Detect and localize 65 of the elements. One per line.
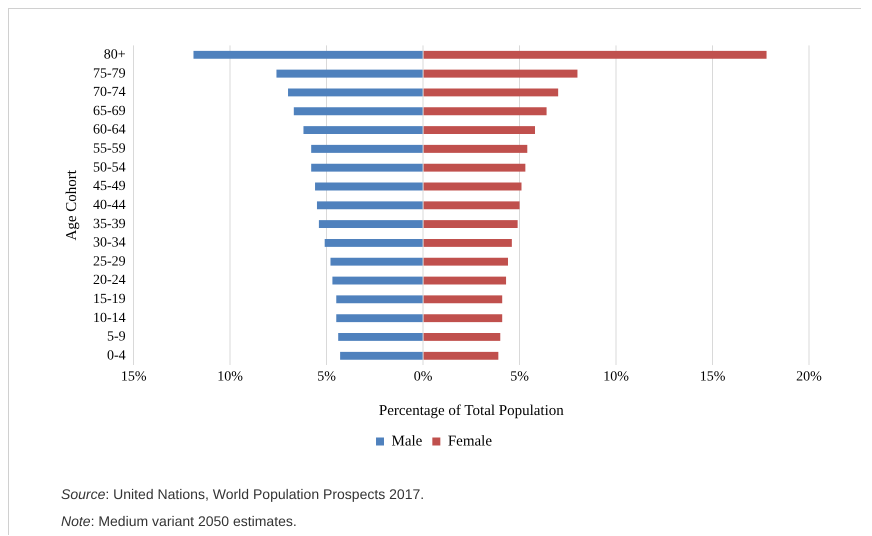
x-axis-title: Percentage of Total Population (378, 402, 564, 419)
bar (311, 164, 423, 172)
bar (193, 50, 423, 59)
bar (424, 144, 528, 153)
bar (424, 182, 522, 190)
bar (315, 182, 423, 190)
bar (424, 238, 512, 247)
y-tick-label: 75-79 (92, 66, 126, 82)
x-tick-label: 20% (796, 369, 822, 384)
x-tick-label: 10% (217, 369, 244, 384)
bar (424, 295, 502, 304)
bar (424, 164, 526, 172)
bar (424, 314, 502, 322)
bar (424, 201, 520, 210)
bar (424, 220, 518, 228)
x-tick-label: 0% (414, 369, 433, 384)
y-tick-label: 40-44 (92, 198, 126, 213)
x-tick-label: 15% (700, 369, 726, 384)
x-tick-label: 10% (603, 369, 630, 384)
y-tick-label: 10-14 (92, 310, 126, 326)
bar (332, 276, 423, 284)
bar (316, 201, 423, 210)
bar (340, 352, 423, 360)
y-tick-label: 35-39 (92, 216, 126, 232)
bar (318, 220, 423, 228)
text: Note: Medium variant 2050 estimates. (61, 513, 297, 529)
y-tick-label: 0-4 (106, 348, 126, 364)
bar (294, 107, 423, 116)
y-tick-label: 70-74 (92, 85, 126, 100)
y-tick-label: 50-54 (92, 160, 126, 176)
bar (424, 352, 498, 360)
bar (424, 333, 500, 341)
y-tick-label: 65-69 (92, 104, 126, 119)
legend-label: Female (448, 433, 492, 450)
bar (424, 88, 558, 96)
y-tick-label: 20-24 (92, 273, 126, 288)
bar (424, 276, 506, 284)
y-tick-label: 30-34 (92, 236, 126, 251)
legend-label: Male (392, 433, 423, 450)
y-tick-label: 60-64 (92, 122, 126, 138)
x-tick-label: 5% (317, 369, 336, 384)
bar (424, 126, 536, 134)
bar (276, 70, 423, 78)
y-tick-label: 55-59 (92, 142, 126, 157)
y-axis-title: Age Cohort (64, 169, 80, 241)
bar (324, 238, 423, 247)
bar (288, 88, 423, 96)
bar (424, 107, 547, 116)
source-note: Source: United Nations, World Population Prospects 2017. (61, 486, 424, 502)
bar (424, 50, 767, 59)
y-tick-label: 25-29 (92, 254, 126, 270)
x-tick-label: 5% (510, 369, 530, 384)
bar (330, 258, 423, 266)
x-tick-label: 15% (120, 369, 147, 384)
bar (336, 314, 423, 322)
y-tick-label: 80+ (104, 47, 126, 62)
y-tick-label: 15-19 (92, 292, 126, 308)
y-tick-label: 45-49 (92, 179, 126, 194)
bar (336, 295, 423, 304)
bar (303, 126, 423, 134)
bar (311, 144, 423, 153)
bar (424, 258, 508, 266)
y-tick-label: 5-9 (106, 330, 126, 345)
bar (424, 70, 578, 78)
bar (338, 333, 423, 341)
